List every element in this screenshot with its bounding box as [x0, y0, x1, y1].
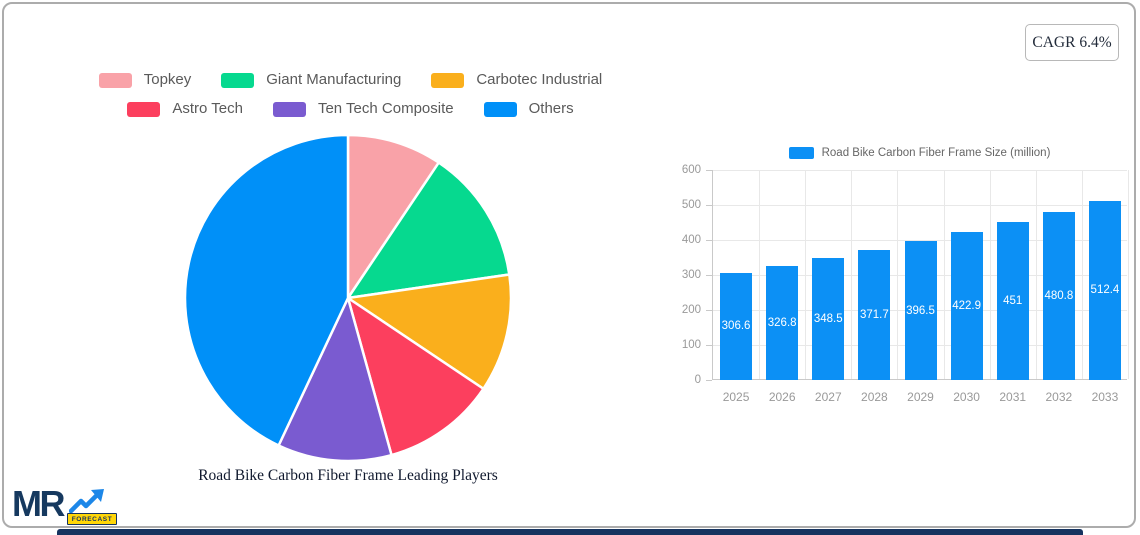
legend-swatch [272, 101, 306, 117]
legend-label: Giant Manufacturing [266, 71, 402, 88]
legend-swatch [483, 101, 517, 117]
legend-item-astro-tech[interactable]: Astro Tech [127, 100, 243, 118]
bottom-navy-strip [57, 529, 1083, 535]
gridline-vertical [989, 170, 991, 379]
gridline-vertical [805, 170, 807, 379]
x-axis-label: 2029 [907, 390, 934, 404]
bar-2025[interactable] [720, 272, 753, 380]
legend-item-ten-tech-composite[interactable]: Ten Tech Composite [272, 100, 454, 118]
x-axis-label: 2033 [1091, 390, 1119, 404]
bar-2026[interactable] [766, 265, 799, 380]
legend-item-carbotec-industrial[interactable]: Carbotec Industrial [431, 71, 602, 89]
logo-text: MR [12, 483, 66, 524]
bar-value-label: 451 [1003, 295, 1023, 308]
bar-value-label: 326.8 [767, 316, 797, 329]
y-axis-label: 500 [681, 199, 701, 211]
legend-item-others[interactable]: Others [483, 100, 574, 118]
pie-legend: Topkey Giant Manufacturing Carbotec Indust… [38, 71, 663, 118]
legend-swatch [98, 72, 132, 88]
y-axis-tick [706, 170, 712, 171]
bar-2032[interactable] [1042, 211, 1075, 380]
bar-legend-swatch [788, 147, 814, 159]
gridline-vertical [1035, 170, 1037, 379]
bar-value-label: 348.5 [813, 313, 843, 325]
legend-label: Astro Tech [172, 100, 243, 117]
bar-value-label: 371.7 [859, 308, 889, 321]
y-axis-tick [706, 380, 712, 381]
gridline-horizontal [713, 170, 1127, 171]
pie-slice-giant-manufacturing[interactable] [346, 161, 511, 300]
trend-arrow-icon [69, 489, 104, 513]
x-axis-label: 2028 [861, 390, 888, 404]
pie-slice-carbotec-industrial[interactable] [346, 273, 513, 391]
pie-chart [183, 133, 513, 463]
pie-chart-title: Road Bike Carbon Fiber Frame Leading Pla… [198, 467, 498, 484]
pie-slice-topkey[interactable] [346, 133, 441, 300]
bar-chart-plot-area: 0 100 200 300 400 500 600 306.6 2025 326.8 2026 348… [682, 164, 1129, 404]
x-axis-label: 2032 [1045, 390, 1073, 404]
cagr-badge: CAGR 6.4% [1025, 24, 1119, 61]
pie-slice-others[interactable] [183, 133, 350, 447]
y-axis-label: 400 [681, 234, 701, 246]
bar-2031[interactable] [996, 222, 1029, 380]
y-axis-label: 200 [681, 304, 701, 316]
gridline-vertical [943, 170, 945, 379]
x-axis-label: 2027 [814, 390, 842, 404]
bar-value-label: 422.9 [952, 299, 981, 312]
gridline-vertical [1081, 170, 1083, 379]
legend-swatch [431, 72, 465, 88]
bar-value-label: 480.8 [1044, 289, 1074, 302]
gridline-vertical [851, 170, 853, 379]
bar-legend-item[interactable]: Road Bike Carbon Fiber Frame Size (milli… [712, 147, 1127, 159]
legend-item-giant-manufacturing[interactable]: Giant Manufacturing [221, 71, 401, 89]
gridline-vertical [1128, 170, 1129, 379]
y-axis-tick [706, 310, 712, 311]
x-axis-label: 2031 [999, 390, 1027, 404]
x-axis-label: 2026 [768, 390, 796, 404]
legend-label: Others [528, 100, 574, 117]
cagr-label: CAGR 6.4% [1032, 33, 1112, 51]
bar-legend-label: Road Bike Carbon Fiber Frame Size (milli… [821, 147, 1051, 159]
bar-value-label: 396.5 [906, 304, 935, 317]
legend-label: Ten Tech Composite [317, 100, 454, 117]
legend-swatch [127, 101, 161, 117]
logo-badge: FORECAST [67, 513, 117, 525]
bar-value-label: 512.4 [1090, 284, 1120, 297]
bar-2029[interactable] [904, 241, 937, 380]
bar-2033[interactable] [1088, 200, 1121, 380]
gridline-vertical [759, 170, 761, 379]
y-axis-tick [706, 240, 712, 241]
y-axis-label: 600 [681, 164, 701, 176]
x-axis-label: 2030 [953, 390, 980, 404]
legend-label: Carbotec Industrial [476, 71, 603, 88]
bar-2027[interactable] [812, 258, 845, 380]
y-axis-tick [706, 345, 712, 346]
y-axis-tick [706, 205, 712, 206]
gridline-horizontal [713, 205, 1127, 206]
legend-swatch [221, 72, 255, 88]
gridline-horizontal [713, 240, 1127, 241]
bar-2028[interactable] [858, 249, 891, 380]
bar-value-label: 306.6 [721, 320, 751, 333]
legend-item-topkey[interactable]: Topkey [98, 71, 192, 89]
y-axis-tick [706, 275, 712, 276]
pie-slice-ten-tech-composite[interactable] [277, 296, 393, 463]
y-axis-label: 300 [681, 269, 701, 281]
y-axis-label: 0 [694, 374, 701, 386]
gridline-vertical [897, 170, 899, 379]
mr-forecast-logo[interactable]: MR FORECAST [12, 486, 117, 528]
y-axis-label: 100 [681, 339, 701, 351]
bar-2030[interactable] [950, 231, 983, 380]
x-axis-label: 2025 [722, 390, 750, 404]
legend-label: Topkey [143, 71, 192, 88]
